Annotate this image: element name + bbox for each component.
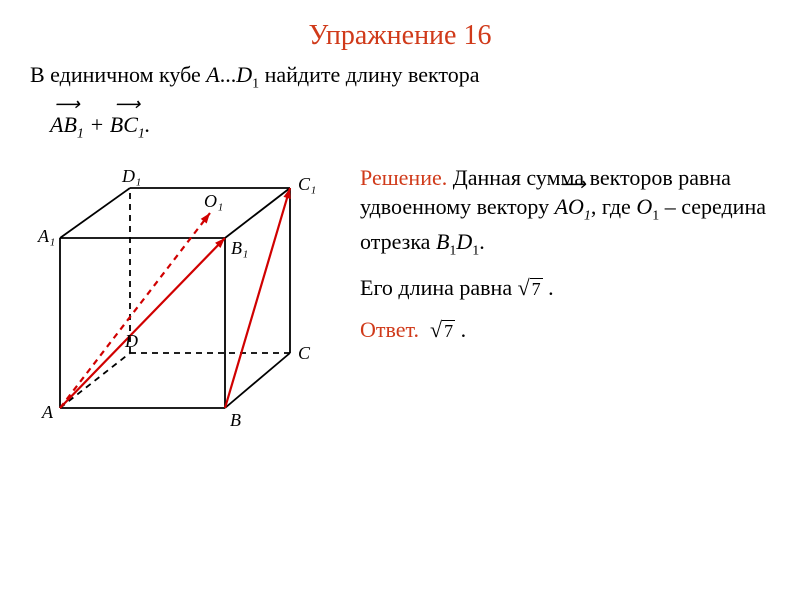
problem-statement: В единичном кубе A...D1 найдите длину ве… xyxy=(30,62,770,92)
sol-text-1d: . xyxy=(479,229,485,254)
seg-b1: B xyxy=(436,229,449,254)
cube-d1: D xyxy=(236,62,252,87)
vector-ab1: ⟶ AB1 xyxy=(50,112,84,142)
period: . xyxy=(145,112,151,137)
svg-text:C: C xyxy=(298,343,311,363)
dots: ... xyxy=(220,62,237,87)
problem-text: В единичном кубе xyxy=(30,62,201,87)
solution-label: Решение. xyxy=(360,165,447,190)
problem-tail: найдите длину вектора xyxy=(265,62,480,87)
vector-bc1: ⟶ BC1 xyxy=(110,112,145,142)
solution-para-2: Его длина равна √7 . xyxy=(360,273,770,303)
cube-diagram: A B C D A₁ B₁ C₁ D₁ O₁ xyxy=(30,163,330,443)
content-row: A B C D A₁ B₁ C₁ D₁ O₁ Решение. Данная сумма век… xyxy=(30,163,770,443)
radical-icon: √ xyxy=(518,275,530,300)
arrow-over-icon: ⟶ xyxy=(50,100,84,110)
sqrt-7-answer: √7 xyxy=(430,315,455,345)
diagram-column: A B C D A₁ B₁ C₁ D₁ O₁ xyxy=(30,163,330,443)
exercise-title: Упражнение 16 xyxy=(30,20,770,52)
sqrt-radicand: 7 xyxy=(530,278,543,299)
answer-para: Ответ. √7 . xyxy=(360,315,770,345)
plus-sign: + xyxy=(89,112,109,137)
seg-d1: D xyxy=(456,229,472,254)
arrow-over-icon: ⟶ xyxy=(110,100,145,110)
answer-tail: . xyxy=(461,317,467,342)
o1-text: O xyxy=(636,194,652,219)
vector-sum-formula: ⟶ AB1 + ⟶ BC1 . xyxy=(50,112,770,142)
svg-text:B₁: B₁ xyxy=(231,238,248,258)
solution-column: Решение. Данная сумма векторов равна удв… xyxy=(360,163,770,443)
vec-ab: AB xyxy=(50,112,77,137)
sol-text-1b: , где xyxy=(591,194,636,219)
vec-ab-sub: 1 xyxy=(77,127,84,142)
sol-text-2a: Его длина равна xyxy=(360,275,518,300)
vec-bc-sub: 1 xyxy=(138,127,145,142)
vec-bc: BC xyxy=(110,112,138,137)
sol-text-2b: . xyxy=(548,275,554,300)
answer-label: Ответ. xyxy=(360,317,419,342)
radical-icon: √ xyxy=(430,317,442,342)
solution-para-1: Решение. Данная сумма векторов равна удв… xyxy=(360,163,770,261)
sqrt-radicand-answer: 7 xyxy=(442,320,455,341)
sqrt-7: √7 xyxy=(518,273,543,303)
vec-ao1-sub: 1 xyxy=(584,209,591,224)
svg-text:A₁: A₁ xyxy=(37,226,55,246)
svg-text:D₁: D₁ xyxy=(121,166,141,186)
svg-text:O₁: O₁ xyxy=(204,191,223,211)
cube-d1-sub: 1 xyxy=(252,76,259,91)
svg-text:D: D xyxy=(124,331,138,351)
vector-ao1: ⟶ AO1 xyxy=(555,192,591,226)
svg-text:C₁: C₁ xyxy=(298,174,316,194)
svg-text:A: A xyxy=(41,402,54,422)
vec-ao1-text: AO xyxy=(555,194,584,219)
svg-text:B: B xyxy=(230,410,241,430)
arrow-over-icon: ⟶ xyxy=(555,180,591,190)
cube-a: A xyxy=(206,62,219,87)
